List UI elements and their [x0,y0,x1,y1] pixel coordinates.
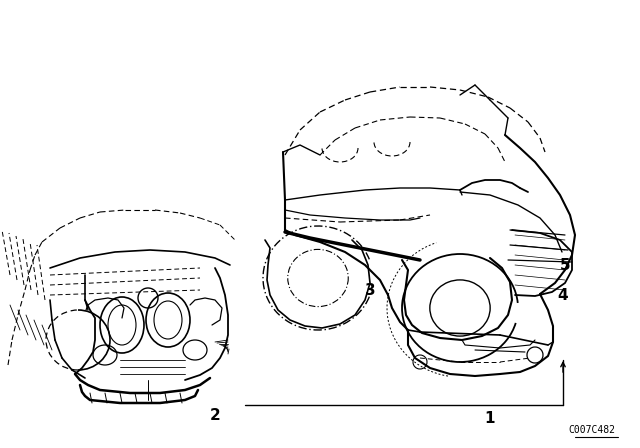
Text: 1: 1 [484,410,495,426]
Text: C007C482: C007C482 [568,425,615,435]
Text: 4: 4 [557,288,568,302]
Text: 2: 2 [210,408,220,422]
Text: 5: 5 [560,258,570,272]
Text: 3: 3 [365,283,375,297]
